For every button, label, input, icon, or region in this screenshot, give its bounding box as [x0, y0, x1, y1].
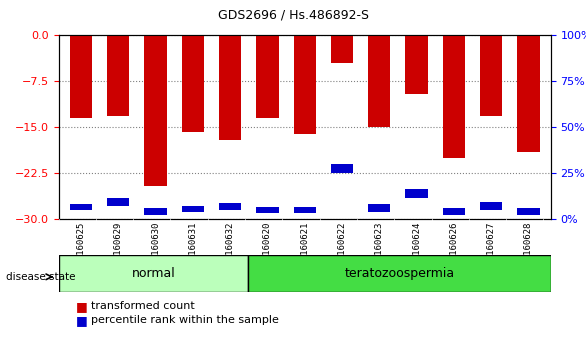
Bar	[294, 207, 316, 213]
Bar	[442, 209, 465, 215]
Text: GSM160631: GSM160631	[188, 221, 197, 270]
Bar	[107, 198, 130, 206]
Text: GSM160625: GSM160625	[77, 221, 86, 270]
Bar	[59, 255, 248, 292]
Text: GSM160623: GSM160623	[375, 221, 384, 270]
Text: transformed count: transformed count	[91, 301, 195, 311]
Text: ■: ■	[76, 314, 88, 327]
Bar	[331, 164, 353, 173]
Text: ■: ■	[76, 300, 88, 313]
Bar	[182, 206, 204, 212]
Text: normal: normal	[131, 267, 175, 280]
Bar	[70, 35, 92, 118]
Bar	[331, 35, 353, 63]
Text: GSM160621: GSM160621	[300, 221, 309, 270]
Text: GDS2696 / Hs.486892-S: GDS2696 / Hs.486892-S	[217, 9, 369, 22]
Text: GSM160629: GSM160629	[114, 221, 122, 270]
Text: disease state: disease state	[6, 272, 76, 282]
Bar	[480, 35, 502, 116]
Bar	[182, 35, 204, 132]
Text: GSM160624: GSM160624	[412, 221, 421, 270]
Bar	[442, 35, 465, 158]
Bar	[107, 35, 130, 116]
Bar	[248, 255, 551, 292]
Text: teratozoospermia: teratozoospermia	[345, 267, 455, 280]
Bar	[294, 35, 316, 133]
Bar	[219, 35, 241, 140]
Bar	[256, 207, 278, 213]
Bar	[368, 204, 390, 212]
Bar	[144, 209, 167, 215]
Bar	[480, 202, 502, 210]
Text: GSM160627: GSM160627	[487, 221, 496, 270]
Bar	[406, 189, 428, 198]
Text: GSM160632: GSM160632	[226, 221, 234, 270]
Bar	[70, 204, 92, 210]
Bar	[256, 35, 278, 118]
Text: GSM160620: GSM160620	[263, 221, 272, 270]
Bar	[406, 35, 428, 94]
Bar	[517, 35, 540, 152]
Bar	[368, 35, 390, 127]
Bar	[517, 209, 540, 215]
Bar	[144, 35, 167, 186]
Bar	[219, 203, 241, 210]
Text: GSM160626: GSM160626	[449, 221, 458, 270]
Text: GSM160622: GSM160622	[338, 221, 346, 270]
Text: GSM160628: GSM160628	[524, 221, 533, 270]
Text: GSM160630: GSM160630	[151, 221, 160, 270]
Text: percentile rank within the sample: percentile rank within the sample	[91, 315, 279, 325]
